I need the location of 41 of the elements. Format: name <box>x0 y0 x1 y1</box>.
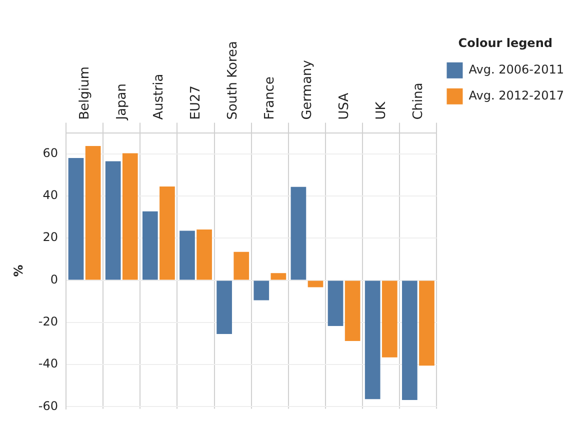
bar <box>344 280 360 341</box>
y-tick-label: 60 <box>42 146 58 160</box>
bar <box>290 186 306 280</box>
bar <box>85 146 101 280</box>
bar <box>419 280 434 366</box>
bar <box>382 280 398 358</box>
bar <box>216 280 232 334</box>
y-axis-title: % <box>11 264 26 277</box>
y-tick-label: 0 <box>50 272 58 286</box>
legend-title: Colour legend <box>458 36 552 50</box>
y-tick-label: -60 <box>38 398 58 413</box>
bar <box>142 211 158 280</box>
x-tick-label: Japan <box>114 84 130 121</box>
x-tick-label: EU27 <box>188 85 204 120</box>
x-tick-label: UK <box>374 101 389 120</box>
y-tick-label: 20 <box>42 230 58 244</box>
bar <box>160 186 175 280</box>
bar <box>68 158 84 280</box>
bar <box>254 280 270 300</box>
legend-label: Avg. 2012-2017 <box>468 88 564 103</box>
legend-label: Avg. 2006-2011 <box>468 62 564 77</box>
bar <box>364 280 380 400</box>
bar <box>122 153 138 280</box>
x-tick-label: China <box>410 82 426 120</box>
x-tick-label: Germany <box>300 60 315 120</box>
bar <box>308 280 324 288</box>
x-tick-label: USA <box>336 92 352 120</box>
y-tick-label: 40 <box>42 188 58 202</box>
bar <box>328 280 344 326</box>
y-tick-label: -20 <box>38 314 58 329</box>
x-tick-label: South Korea <box>226 40 241 120</box>
bar <box>196 229 212 280</box>
bar <box>270 273 286 280</box>
bar <box>105 161 121 280</box>
x-tick-label: Austria <box>151 74 166 120</box>
bar <box>402 280 418 400</box>
bar <box>180 230 195 280</box>
y-tick-label: -40 <box>38 356 58 371</box>
x-tick-label: France <box>262 76 278 120</box>
x-tick-label: Belgium <box>77 66 92 120</box>
bar <box>234 252 250 280</box>
